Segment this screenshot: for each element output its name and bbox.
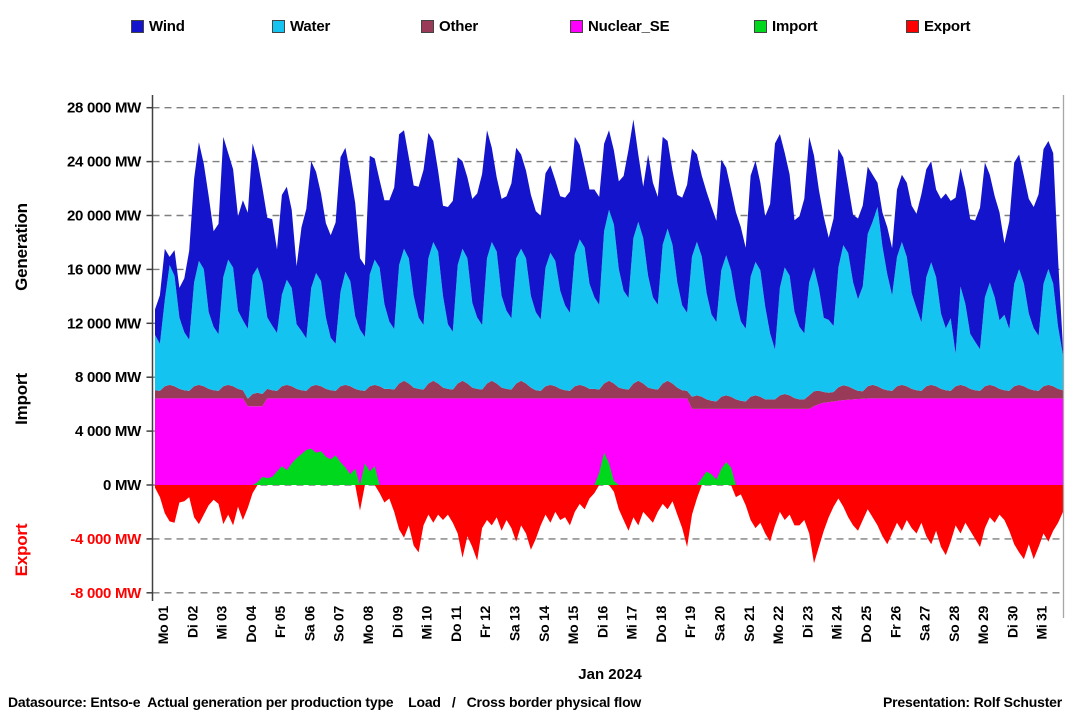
x-axis-day-label: Fr 12 — [477, 605, 493, 637]
legend-label-nuclear: Nuclear_SE — [588, 18, 670, 35]
x-axis-day-label: Do 25 — [858, 605, 874, 642]
y-axis-tick-label: 0 MW — [103, 477, 142, 494]
x-axis-day-label: Mi 24 — [829, 605, 845, 639]
y-axis-tick-label: 12 000 MW — [67, 315, 142, 332]
y-axis-tick-label: 24 000 MW — [67, 154, 142, 171]
legend-label-import: Import — [772, 18, 818, 35]
x-axis-day-label: Mo 01 — [155, 605, 171, 644]
area-water — [155, 207, 1063, 402]
x-axis-day-label: Sa 20 — [712, 605, 728, 641]
x-axis-day-label: Do 18 — [653, 605, 669, 642]
y-axis-tick-label: 20 000 MW — [67, 208, 142, 225]
x-axis-day-label: Di 30 — [1004, 605, 1020, 637]
x-axis-month-label: Jan 2024 — [578, 666, 642, 683]
x-axis-day-label: Mi 03 — [214, 605, 230, 639]
x-axis-day-label: So 28 — [946, 605, 962, 641]
area-other — [155, 380, 1063, 409]
legend-item-import: Import — [754, 18, 818, 35]
legend-label-water: Water — [290, 18, 331, 35]
legend-item-wind: Wind — [131, 18, 185, 35]
x-axis-day-label: Mo 15 — [565, 605, 581, 644]
x-axis-day-label: Fr 26 — [887, 605, 903, 637]
y-axis-tick-label: -8 000 MW — [70, 585, 142, 602]
legend-item-other: Other — [421, 18, 478, 35]
area-import — [155, 448, 1063, 485]
x-axis-day-label: Di 09 — [389, 605, 405, 637]
x-axis-day-label: Sa 06 — [301, 605, 317, 641]
legend-label-export: Export — [924, 18, 971, 35]
x-axis-day-label: Mo 22 — [770, 605, 786, 644]
x-axis-day-label: Sa 13 — [506, 605, 522, 641]
presentation-credit: Presentation: Rolf Schuster — [883, 694, 1062, 710]
x-axis-day-label: So 21 — [741, 605, 757, 641]
y-axis-tick-label: 16 000 MW — [67, 261, 142, 278]
x-axis-day-label: Di 02 — [184, 605, 200, 637]
legend-item-export: Export — [906, 18, 971, 35]
legend-label-other: Other — [439, 18, 479, 35]
area-export — [155, 485, 1063, 564]
legend-item-nuclear: Nuclear_SE — [570, 18, 670, 35]
x-axis-day-label: Sa 27 — [917, 605, 933, 641]
x-axis-day-label: Fr 05 — [272, 605, 288, 637]
datasource-note: Datasource: Entso-e Actual generation pe… — [8, 694, 642, 710]
x-axis-day-label: Di 16 — [594, 605, 610, 637]
other-swatch-icon — [421, 20, 434, 33]
x-axis-day-label: Di 23 — [799, 605, 815, 637]
x-axis-day-label: So 14 — [536, 605, 552, 641]
area-nuclear_se — [155, 398, 1063, 485]
export-swatch-icon — [906, 20, 919, 33]
x-axis-day-label: Mi 10 — [419, 605, 435, 639]
import-swatch-icon — [754, 20, 767, 33]
x-axis-day-label: Mo 29 — [975, 605, 991, 644]
legend-label-wind: Wind — [149, 18, 185, 35]
wind-swatch-icon — [131, 20, 144, 33]
y-axis-tick-label: 28 000 MW — [67, 100, 142, 117]
legend-item-water: Water — [272, 18, 330, 35]
x-axis-day-label: Fr 19 — [682, 605, 698, 637]
y-axis-tick-label: 8 000 MW — [75, 369, 142, 386]
y-axis-tick-label: 4 000 MW — [75, 423, 142, 440]
x-axis-day-label: So 07 — [331, 605, 347, 641]
x-axis-day-label: Mi 17 — [624, 605, 640, 639]
area-wind — [155, 119, 1063, 356]
chart-legend: Wind Water Other Nuclear_SE Import Expor… — [0, 18, 1070, 40]
x-axis-day-label: Do 11 — [448, 605, 464, 641]
water-swatch-icon — [272, 20, 285, 33]
x-axis-day-label: Mo 08 — [360, 605, 376, 644]
x-axis-day-label: Do 04 — [243, 605, 259, 642]
x-axis-day-label: Mi 31 — [1034, 605, 1050, 639]
nuclear-swatch-icon — [570, 20, 583, 33]
y-axis-tick-label: -4 000 MW — [70, 531, 142, 548]
